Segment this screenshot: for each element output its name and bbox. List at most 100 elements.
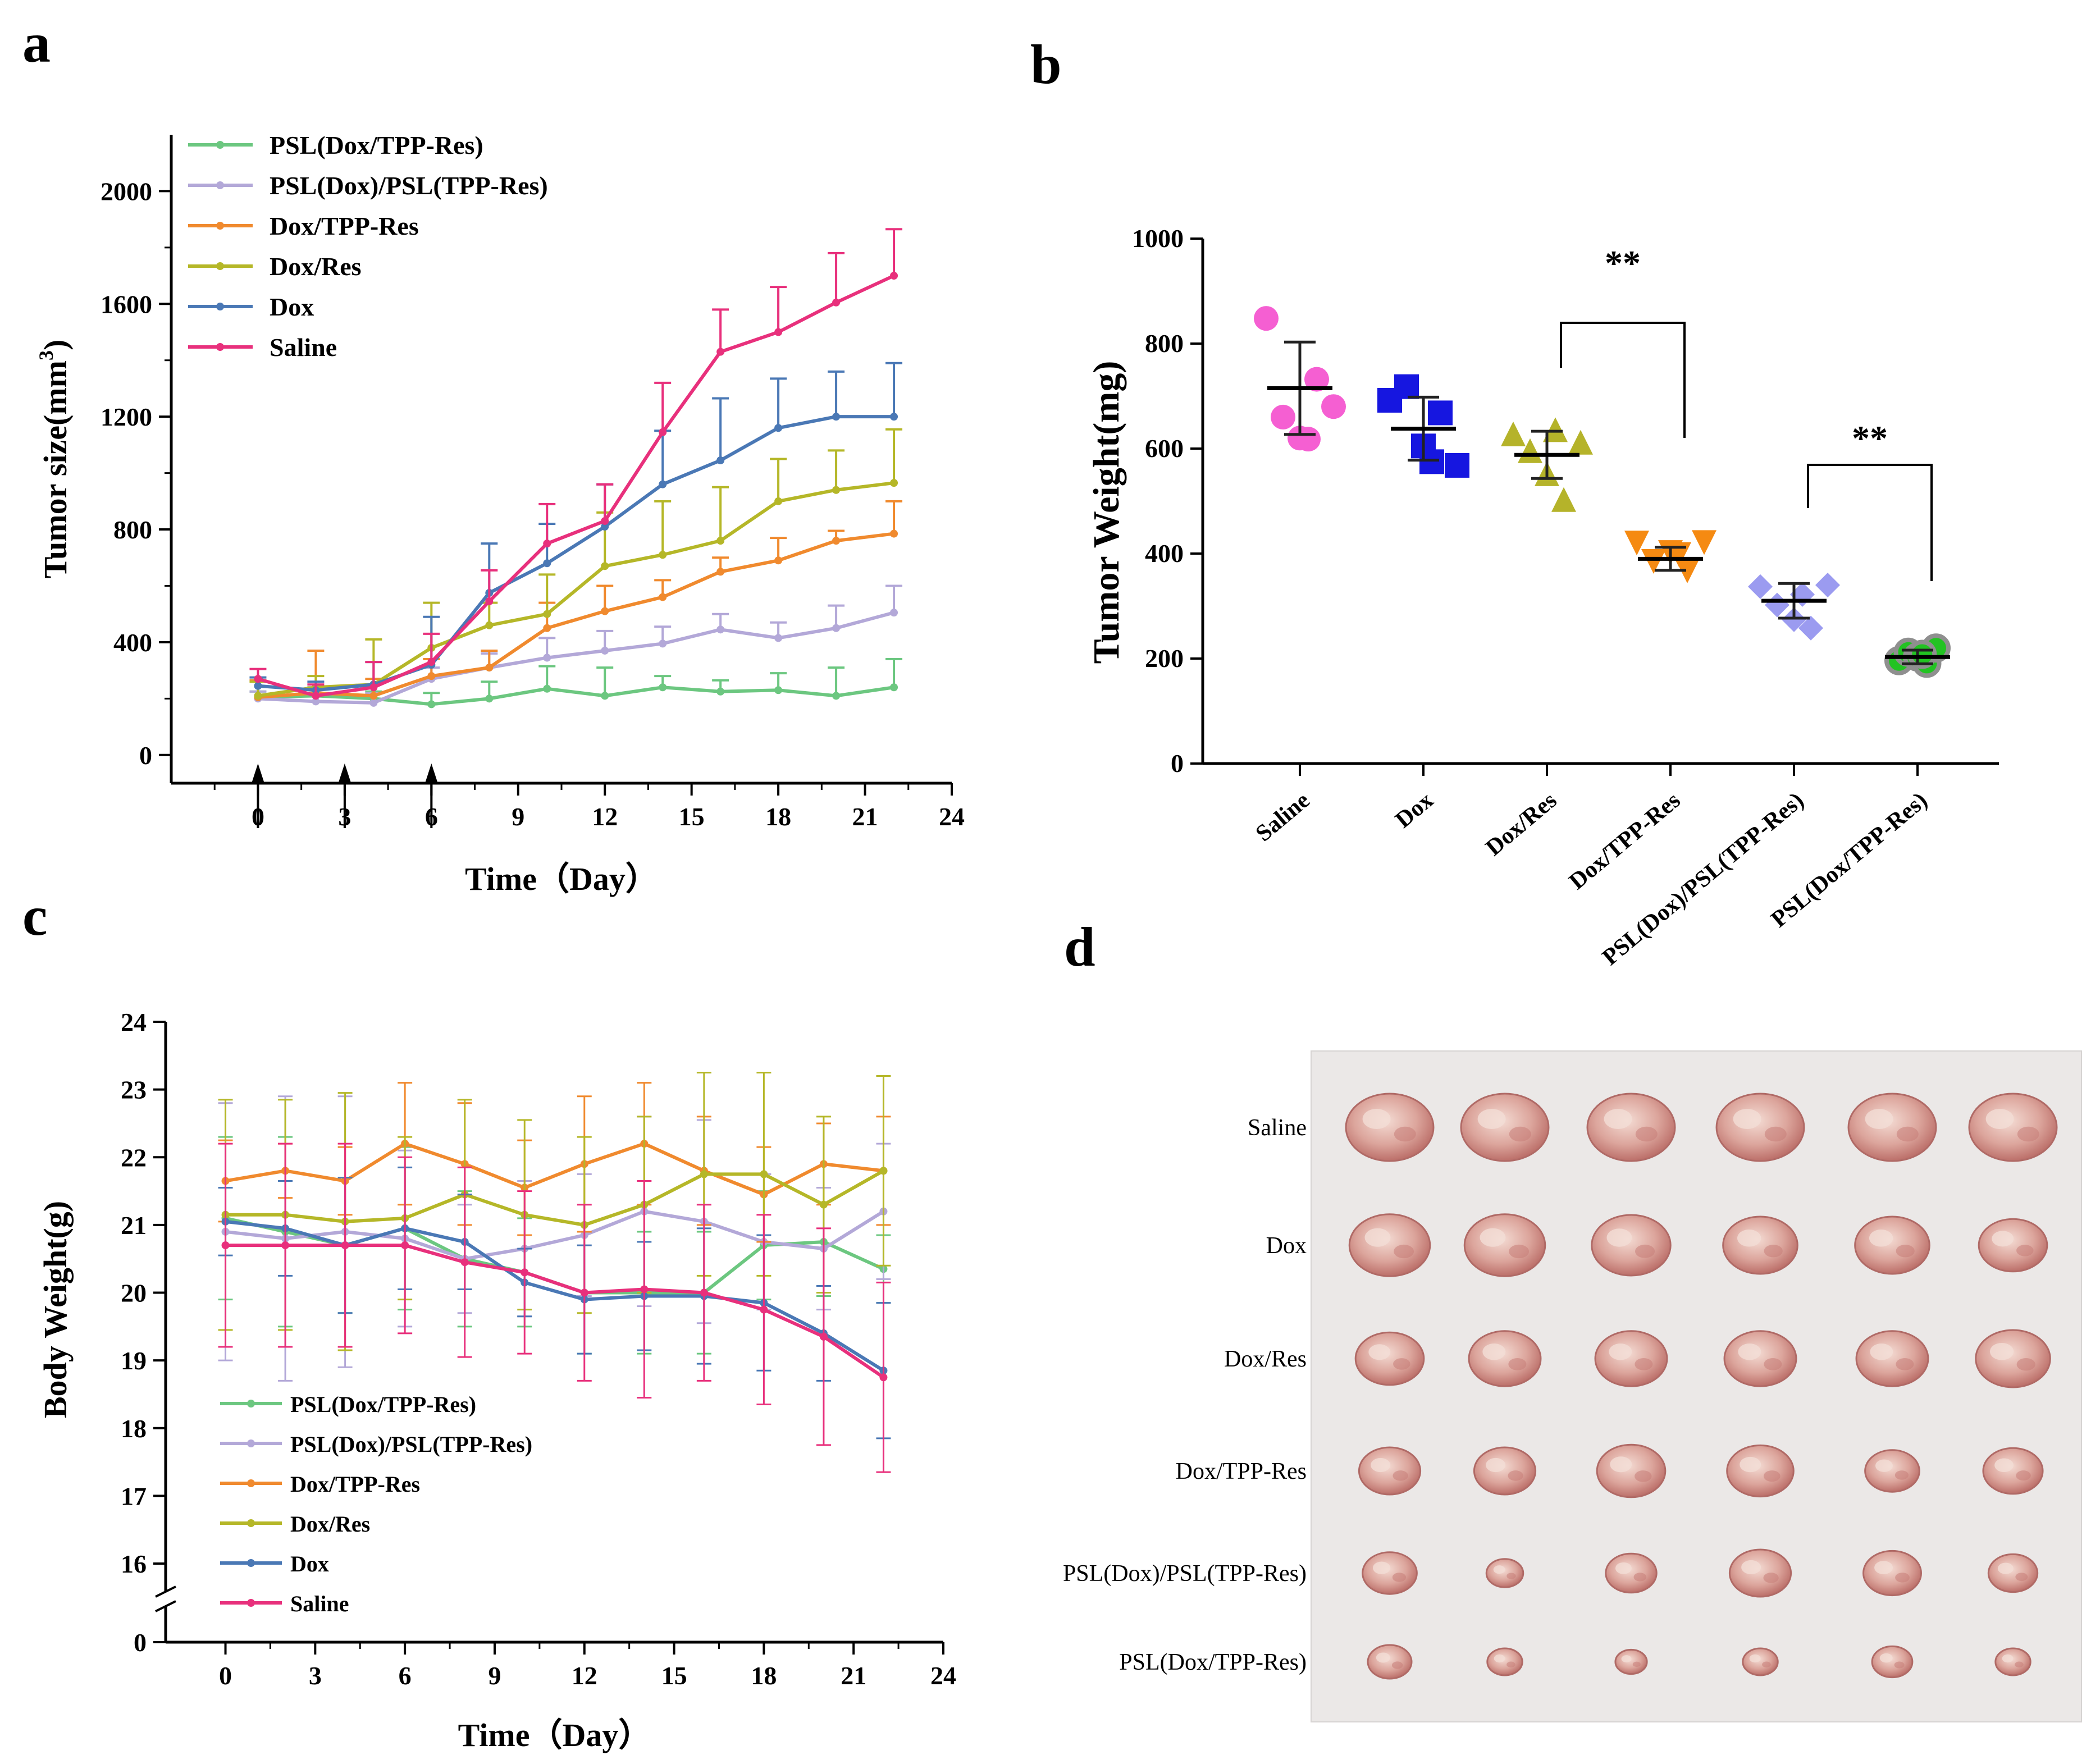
- data-point: [659, 639, 667, 648]
- data-point: [659, 480, 667, 488]
- tumor-body: [1994, 1647, 2031, 1676]
- data-point: [890, 529, 898, 538]
- tumor-shadow: [1896, 1358, 1914, 1370]
- tumor-sample: [1723, 1330, 1797, 1387]
- data-point: [543, 684, 551, 693]
- tumor-sample: [1871, 1645, 1914, 1679]
- x-tick-label: 21: [841, 1661, 866, 1690]
- data-point: [1641, 549, 1666, 574]
- tumor-body: [1594, 1330, 1668, 1387]
- data-point: [1907, 639, 1937, 669]
- tumor-highlight: [1486, 1457, 1506, 1473]
- data-point: [659, 428, 667, 436]
- series-line: [225, 1209, 885, 1261]
- data-point: [1518, 438, 1542, 463]
- tumor-shadow: [2016, 1470, 2031, 1481]
- tumor-size-chart: 040080012001600200003691215182124Time（Da…: [35, 131, 965, 897]
- tumor-highlight: [1874, 1561, 1893, 1574]
- tumor-body: [1722, 1215, 1798, 1275]
- data-point: [760, 1305, 768, 1314]
- y-tick-label: 0: [1171, 749, 1184, 778]
- data-point: [640, 1285, 649, 1294]
- tumor-shadow: [1764, 1358, 1782, 1370]
- data-point: [716, 625, 725, 634]
- group-dox: [1377, 374, 1469, 478]
- panel-label-c: c: [22, 885, 47, 947]
- x-tick-label: Dox/TPP-Res: [1564, 787, 1685, 894]
- x-tick-label: 12: [572, 1661, 597, 1690]
- data-point: [312, 692, 320, 700]
- tumor-shadow: [1393, 1358, 1410, 1370]
- tumor-body: [1978, 1218, 2048, 1273]
- tumor-highlight: [1621, 1655, 1632, 1663]
- series-line: [258, 481, 894, 698]
- group-saline: [1254, 306, 1346, 452]
- x-tick-label: Saline: [1251, 787, 1315, 847]
- tumor-shadow: [1895, 1573, 1910, 1583]
- data-point: [890, 683, 898, 692]
- tumor-body: [1473, 1446, 1537, 1496]
- data-point: [543, 540, 551, 548]
- row-label-dox: Dox: [1266, 1233, 1307, 1259]
- tumor-body: [1596, 1443, 1667, 1498]
- tumor-sample: [1715, 1093, 1805, 1162]
- data-point: [580, 1288, 588, 1297]
- series-dox: [249, 362, 903, 694]
- tumor-body: [1605, 1552, 1658, 1594]
- tumor-highlight: [1482, 1343, 1506, 1360]
- x-tick-label: 15: [661, 1661, 687, 1690]
- data-point: [254, 682, 262, 690]
- data-point: [221, 1241, 230, 1250]
- tumor-highlight: [1994, 1458, 2014, 1473]
- tumor-shadow: [1633, 1573, 1647, 1582]
- tumor-body: [1345, 1093, 1435, 1162]
- tumor-body: [1348, 1213, 1431, 1277]
- tumor-sample: [1847, 1093, 1937, 1162]
- x-tick-label: 3: [309, 1661, 322, 1690]
- tumor-sample: [1591, 1214, 1672, 1277]
- data-point: [485, 694, 494, 703]
- y-tick-label: 23: [121, 1076, 147, 1104]
- tumor-body: [1586, 1093, 1676, 1162]
- data-point: [832, 624, 841, 632]
- tumor-highlight: [1376, 1652, 1390, 1663]
- data-point: [832, 413, 841, 421]
- tumor-highlight: [1609, 1343, 1632, 1360]
- tumor-sample: [1473, 1446, 1537, 1496]
- tumor-shadow: [1393, 1470, 1408, 1481]
- data-point: [774, 497, 783, 505]
- data-point: [601, 523, 609, 531]
- tumor-photo-panel: Saline Dox Dox/Res Dox/TPP-Res PSL(Dox)/PSL(…: [1063, 1050, 2082, 1722]
- y-tick-label: 800: [113, 515, 152, 544]
- tumor-body: [1855, 1330, 1929, 1387]
- dosing-arrowhead: [251, 763, 265, 784]
- tumor-shadow: [1635, 1358, 1653, 1370]
- tumor-sample: [1486, 1647, 1523, 1676]
- tumor-highlight: [1989, 1342, 2014, 1360]
- data-point: [1765, 592, 1789, 618]
- tumor-body: [1847, 1093, 1937, 1162]
- data-point: [890, 413, 898, 421]
- data-point: [774, 424, 783, 432]
- tumor-shadow: [1509, 1244, 1530, 1259]
- data-point: [890, 272, 898, 280]
- tumor-body: [1975, 1329, 2051, 1388]
- tumor-sample: [1460, 1093, 1550, 1162]
- data-point: [1624, 531, 1649, 556]
- data-point: [1254, 306, 1279, 331]
- tumor-body: [1987, 1553, 2039, 1593]
- tumor-shadow: [1896, 1244, 1915, 1258]
- data-point: [1445, 453, 1469, 478]
- tumor-sample: [1614, 1648, 1648, 1675]
- tumor-highlight: [1870, 1343, 1893, 1360]
- significance-bracket: [1807, 464, 1933, 581]
- tumor-shadow: [1392, 1573, 1407, 1582]
- data-point: [716, 687, 725, 696]
- tumor-sample: [1586, 1093, 1676, 1162]
- group-dox-res: [1501, 417, 1593, 512]
- y-tick-label: 17: [121, 1482, 147, 1510]
- tumor-shadow: [1764, 1244, 1783, 1258]
- legend-label: Saline: [290, 1591, 349, 1616]
- data-point: [601, 562, 609, 570]
- data-point: [832, 298, 841, 307]
